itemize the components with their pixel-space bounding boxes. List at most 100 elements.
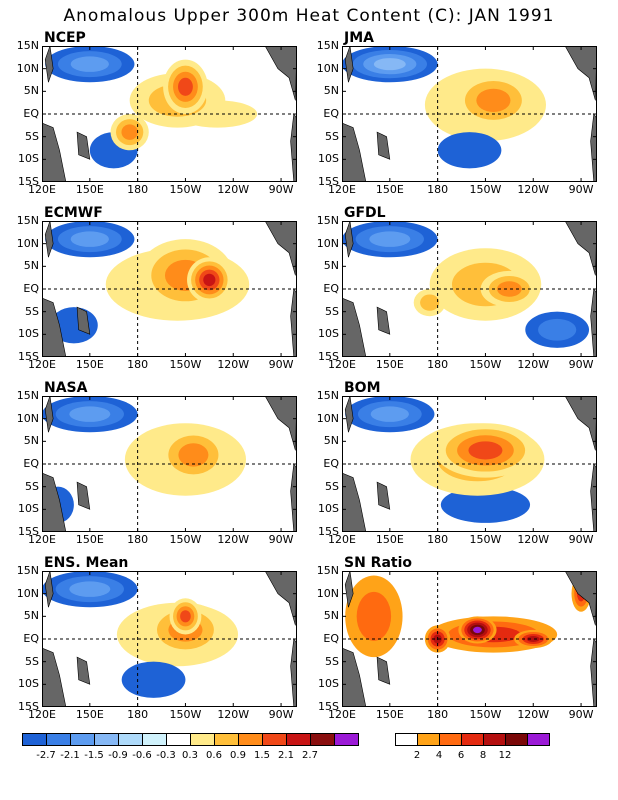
colorbar-tick-label: -0.9 [108, 750, 128, 761]
lon-tick-label: 180 [427, 358, 449, 371]
colorbar-swatch [461, 733, 484, 746]
land-mass [42, 647, 67, 707]
colorbar-tick-label: 12 [498, 750, 512, 761]
lat-tick-label: 5N [323, 434, 339, 448]
colorbar-swatch [527, 733, 550, 746]
colorbar-swatch [46, 733, 71, 746]
land-mass [564, 396, 597, 451]
lon-tick-label: 90W [268, 708, 294, 721]
lat-tick-label: 15S [318, 700, 339, 713]
colorbar-tick-label: 8 [479, 750, 487, 761]
colorbar-tick-label: -0.6 [132, 750, 152, 761]
land-mass [76, 131, 91, 160]
lat-tick-label: 10S [18, 677, 39, 691]
land-mass [264, 46, 297, 101]
lat-tick-label: 15S [318, 175, 339, 188]
lon-tick-label: 180 [127, 358, 149, 371]
land-mass [44, 571, 54, 608]
colorbar-tick-label: 0.3 [182, 750, 198, 761]
contour-region [356, 591, 392, 641]
lon-tick-label: 150E [375, 358, 404, 371]
lon-tick-label: 120W [517, 708, 550, 721]
colorbar-swatch [417, 733, 440, 746]
lat-tick-label: 15N [16, 214, 39, 227]
lat-tick-label: 15N [16, 389, 39, 402]
map-frame [42, 46, 297, 182]
map-frame [342, 396, 597, 532]
heatmap-map [42, 396, 297, 532]
lat-tick-label: 5S [25, 129, 39, 143]
colorbar-swatch [505, 733, 528, 746]
lon-tick-label: 150E [375, 708, 404, 721]
lat-tick-label: 10S [318, 502, 339, 516]
lon-tick-label: 90W [568, 183, 594, 196]
contour-region [373, 58, 406, 71]
chart-title: Anomalous Upper 300m Heat Content (C): J… [63, 6, 555, 26]
lat-tick-label: 10S [18, 327, 39, 341]
lon-tick-label: 120W [517, 183, 550, 196]
land-mass [76, 656, 91, 685]
contour-region [437, 132, 502, 169]
lat-tick-label: 5S [25, 479, 39, 493]
lat-tick-label: EQ [323, 457, 339, 470]
land-mass [264, 571, 297, 626]
lon-tick-label: 90W [268, 533, 294, 546]
land-mass [342, 122, 367, 182]
lon-tick-label: 180 [427, 708, 449, 721]
colorbar-swatch [310, 733, 335, 746]
contour-region [180, 610, 191, 623]
lon-tick-label: 150W [169, 183, 202, 196]
lat-tick-label: 10S [318, 152, 339, 166]
lat-tick-label: 15N [16, 39, 39, 52]
lat-tick-label: 5S [25, 654, 39, 668]
lon-tick-label: 150W [469, 533, 502, 546]
colorbar-swatch [286, 733, 311, 746]
land-mass [376, 306, 391, 335]
land-mass [564, 571, 597, 626]
contour-region [526, 635, 540, 643]
contour-region [473, 626, 482, 634]
land-mass [342, 472, 367, 532]
contour-region [468, 441, 503, 460]
colorbar-swatch [22, 733, 47, 746]
lat-tick-label: 15N [316, 389, 339, 402]
colorbar-tick-label: 6 [457, 750, 465, 761]
colorbar-swatch [439, 733, 462, 746]
lat-tick-label: 15S [18, 700, 39, 713]
lon-tick-label: 150W [469, 708, 502, 721]
contour-region [420, 294, 440, 311]
lon-tick-label: 120W [217, 183, 250, 196]
contour-region [497, 281, 522, 297]
land-mass [376, 131, 391, 160]
lat-tick-label: EQ [323, 282, 339, 295]
heatmap-map [342, 46, 597, 182]
lon-tick-label: 120E [28, 533, 56, 546]
colorbar-swatch [94, 733, 119, 746]
lon-tick-label: 150W [169, 708, 202, 721]
lon-tick-label: 180 [127, 533, 149, 546]
lon-tick-label: 120W [517, 533, 550, 546]
colorbar-swatch [214, 733, 239, 746]
colorbar-swatch [190, 733, 215, 746]
lon-tick-label: 120E [328, 533, 356, 546]
lat-tick-label: 5N [23, 259, 39, 273]
map-panel-bom: BOM 15N 10N 5N EQ 5S 10S 15S 120E 150E 180 150W 120W… [317, 380, 597, 546]
colorbar-swatch [238, 733, 263, 746]
colorbar-swatch [70, 733, 95, 746]
colorbar-tick-label: 1.5 [254, 750, 270, 761]
lat-tick-label: 5S [325, 304, 339, 318]
lat-tick-label: EQ [23, 107, 39, 120]
contour-region [440, 486, 531, 523]
map-frame [42, 571, 297, 707]
map-panel-gfdl: GFDL 15N 10N 5N EQ 5S 10S 15S 120E 150E 180 150W 120… [317, 205, 597, 371]
lat-tick-label: 10N [316, 61, 339, 75]
lat-tick-label: 10N [16, 586, 39, 600]
lat-tick-label: 5N [323, 84, 339, 98]
lat-tick-label: 5N [323, 259, 339, 273]
lat-tick-label: 15N [316, 39, 339, 52]
lon-tick-label: 180 [127, 708, 149, 721]
colorbar-tick-label: -0.3 [156, 750, 176, 761]
contour-region [370, 406, 409, 422]
colorbar-swatch [395, 733, 418, 746]
lat-tick-label: 10N [16, 411, 39, 425]
